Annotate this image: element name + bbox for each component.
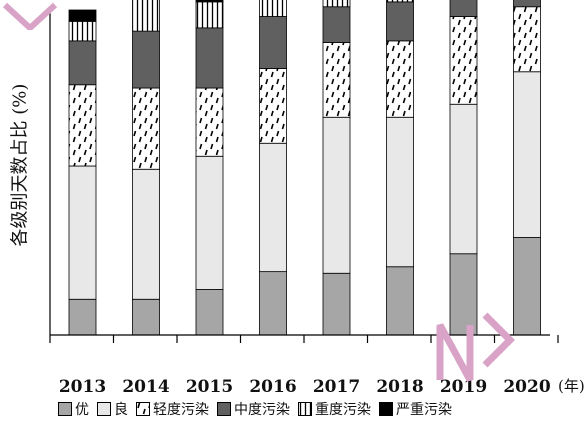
- y-axis-label-wrap: 各级别天数占比 (%): [0, 10, 46, 320]
- bar-segment-2020-3: [513, 0, 541, 8]
- x-axis-unit: (年): [558, 377, 585, 395]
- bar-segment-2016-0: [259, 271, 287, 336]
- bar-segment-2020-1: [513, 71, 541, 238]
- bar-segment-2015-2: [195, 87, 224, 157]
- bar-segment-2014-2: [132, 87, 160, 170]
- x-tick-label: 2017: [313, 377, 360, 397]
- bar-segment-2018-2: [386, 40, 414, 118]
- legend-label: 严重污染: [396, 402, 452, 418]
- bar-segment-2015-5: [195, 0, 224, 3]
- bar-segment-2019-2: [449, 16, 478, 105]
- legend-item: 中度污染: [217, 399, 290, 419]
- legend-item: 严重污染: [379, 399, 452, 419]
- bar-segment-2013-1: [68, 165, 97, 300]
- bar-segment-2019-0: [449, 253, 478, 336]
- bar-segment-2014-3: [132, 30, 160, 89]
- legend-item: 优: [58, 399, 89, 419]
- bar-segment-2017-3: [322, 6, 351, 43]
- bar-segment-2015-1: [195, 155, 224, 290]
- legend-swatch: [97, 402, 111, 416]
- legend-swatch: [217, 402, 231, 416]
- bars-group: [68, 0, 541, 336]
- bar-segment-2014-1: [132, 168, 160, 300]
- legend-swatch: [298, 402, 312, 416]
- stacked-bar-chart: 2013 2014 2015 2016 2017 2018 2019 2020: [49, 0, 559, 397]
- bar-segment-2013-0: [68, 298, 97, 336]
- bar-segment-2013-5: [68, 9, 97, 22]
- bar-segment-2018-3: [386, 1, 414, 42]
- bar-segment-2018-0: [386, 266, 414, 336]
- legend-label: 良: [114, 402, 128, 418]
- bar-segment-2014-4: [132, 0, 160, 32]
- bar-segment-2016-2: [259, 68, 287, 144]
- bar-segment-2020-2: [513, 6, 541, 73]
- y-axis-label: 各级别天数占比 (%): [9, 83, 30, 247]
- x-tick-label: 2020: [503, 377, 550, 397]
- bar-segment-2017-4: [322, 0, 351, 8]
- legend-label: 中度污染: [234, 402, 290, 418]
- x-tick-label: 2014: [122, 377, 169, 397]
- bar-segment-2015-4: [195, 1, 224, 29]
- bar-segment-2013-3: [68, 40, 97, 86]
- x-tick-label: 2018: [376, 377, 423, 397]
- bar-segment-2017-2: [322, 42, 351, 118]
- bar-segment-2014-0: [132, 298, 160, 336]
- legend-label: 重度污染: [315, 402, 371, 418]
- bar-segment-2017-0: [322, 272, 351, 336]
- bar-segment-2018-1: [386, 116, 414, 268]
- bar-segment-2018-4: [386, 0, 414, 3]
- legend-swatch: [379, 402, 393, 416]
- bar-segment-2013-4: [68, 20, 97, 42]
- bar-segment-2017-1: [322, 116, 351, 274]
- legend: 优 良 轻度污染 中度污染 重度污染 严重污染: [58, 398, 452, 420]
- bar-segment-2020-0: [513, 237, 541, 336]
- legend-swatch: [136, 402, 150, 416]
- bar-segment-2019-3: [449, 0, 478, 17]
- bar-segment-2013-2: [68, 84, 97, 167]
- x-tick-label: 2013: [59, 377, 106, 397]
- legend-item: 良: [97, 399, 128, 419]
- x-tick-label: 2019: [440, 377, 487, 397]
- bar-segment-2015-3: [195, 27, 224, 89]
- bar-segment-2015-0: [195, 289, 224, 336]
- x-tick-label: 2016: [249, 377, 296, 397]
- bar-segment-2016-4: [259, 0, 287, 17]
- legend-label: 轻度污染: [153, 402, 209, 418]
- x-tick-labels: 2013 2014 2015 2016 2017 2018 2019 2020: [49, 335, 559, 397]
- legend-swatch: [58, 402, 72, 416]
- legend-item: 重度污染: [298, 399, 371, 419]
- legend-item: 轻度污染: [136, 399, 209, 419]
- legend-label: 优: [75, 402, 89, 418]
- x-tick-label: 2015: [186, 377, 233, 397]
- bar-segment-2016-3: [259, 16, 287, 69]
- bar-segment-2016-1: [259, 142, 287, 273]
- bar-segment-2019-1: [449, 103, 478, 255]
